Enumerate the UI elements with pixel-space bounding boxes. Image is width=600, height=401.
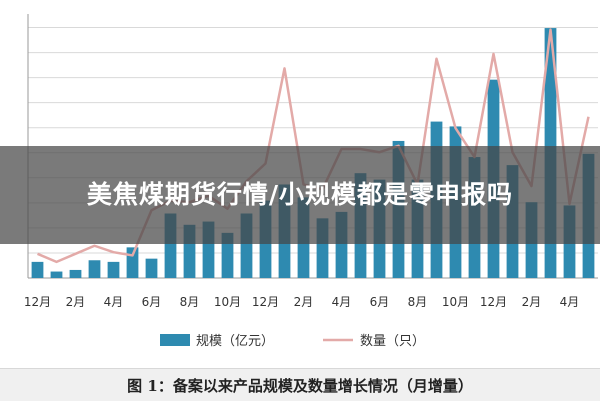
x-tick-label: 2月 (294, 295, 314, 309)
caption-bar: 图 1：备案以来产品规模及数量增长情况（月增量） (0, 368, 600, 401)
x-tick-label: 4月 (560, 295, 580, 309)
bar (126, 247, 139, 278)
bar (335, 211, 348, 278)
bar (107, 261, 120, 278)
bar (145, 258, 158, 278)
legend-swatch-bars (160, 334, 190, 346)
bar (240, 213, 253, 278)
x-tick-label: 12月 (24, 295, 51, 309)
bar (164, 213, 177, 278)
bar (316, 218, 329, 278)
title-overlay: 美焦煤期货行情/小规模都是零申报吗 (0, 146, 600, 244)
x-tick-label: 2月 (522, 295, 542, 309)
bar (202, 221, 215, 278)
x-tick-label: 8月 (408, 295, 428, 309)
overlay-title: 美焦煤期货行情/小规模都是零申报吗 (86, 180, 514, 209)
bar (221, 232, 234, 278)
legend: 规模（亿元） 数量（只） (160, 334, 425, 349)
bar (88, 260, 101, 278)
x-tick-label: 2月 (66, 295, 86, 309)
bar (69, 269, 82, 278)
figure-caption: 图 1：备案以来产品规模及数量增长情况（月增量） (127, 376, 473, 395)
bar (50, 271, 63, 278)
bar (31, 261, 44, 278)
legend-label-bars: 规模（亿元） (196, 334, 274, 349)
x-tick-label: 8月 (180, 295, 200, 309)
x-tick-label: 4月 (104, 295, 124, 309)
x-tick-label: 6月 (370, 295, 390, 309)
x-tick-label: 4月 (332, 295, 352, 309)
x-tick-label: 10月 (442, 295, 469, 309)
x-tick-label: 12月 (252, 295, 279, 309)
legend-label-line: 数量（只） (360, 334, 425, 349)
bar (183, 224, 196, 278)
x-tick-label: 10月 (214, 295, 241, 309)
x-tick-label: 12月 (480, 295, 507, 309)
x-tick-label: 6月 (142, 295, 162, 309)
x-axis-ticks: 12月 2月 4月 6月 8月 10月 12月 2月 4月 6月 8月 10月 12月 2月 4月 (24, 295, 579, 309)
